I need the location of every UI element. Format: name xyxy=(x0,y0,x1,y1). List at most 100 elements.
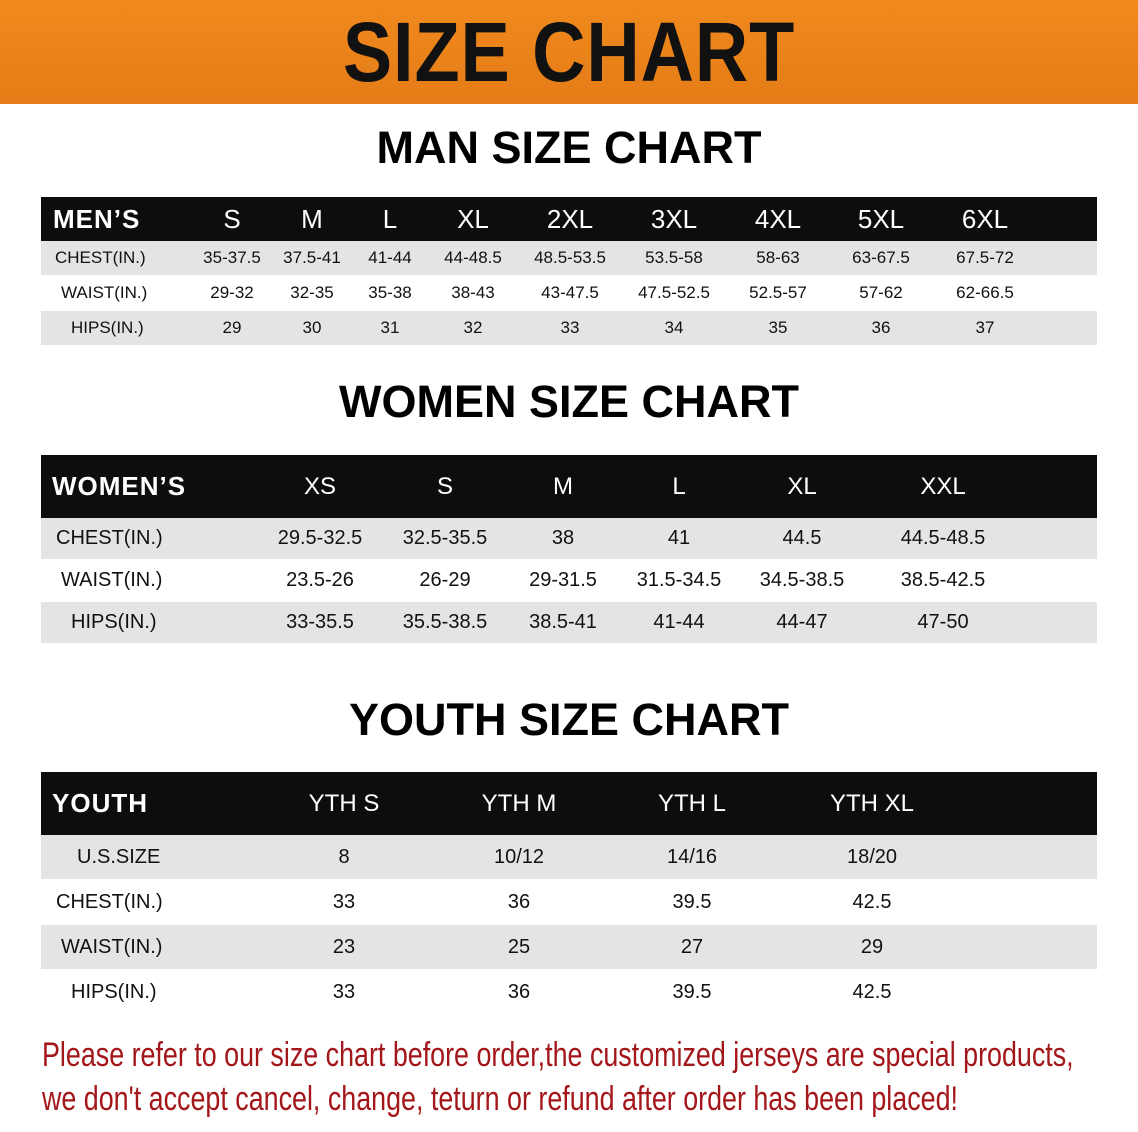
women-table-cell: 38.5-41 xyxy=(529,611,597,633)
women-table-cell: 34.5-38.5 xyxy=(759,569,845,591)
women-table-cell: 41-44 xyxy=(653,611,705,633)
youth-table-cell: 42.5 xyxy=(852,980,892,1003)
women-table-row: WAIST(IN.) 23.5-26 26-29 29-31.5 31.5-34.5 34… xyxy=(41,560,1097,601)
men-table-cell: 52.5-57 xyxy=(749,283,807,302)
men-table-cell: 58-63 xyxy=(756,248,800,267)
men-section-title: MAN SIZE CHART xyxy=(376,122,762,173)
women-size-header: L xyxy=(672,472,686,500)
men-size-header: 3XL xyxy=(650,203,698,234)
women-size-header: XL xyxy=(787,472,817,500)
youth-table-cell: 36 xyxy=(507,890,531,913)
women-table-cell: 41 xyxy=(667,527,691,549)
youth-size-header: YTH L xyxy=(657,789,727,817)
men-table-cell: 67.5-72 xyxy=(956,248,1014,267)
men-size-header: S xyxy=(223,203,241,234)
men-table-cell: 38-43 xyxy=(451,283,495,302)
youth-table-cell: 33 xyxy=(332,980,356,1003)
women-row-label: HIPS(IN.) xyxy=(71,611,157,633)
men-table-cell: 57-62 xyxy=(859,283,903,302)
youth-table-cell: 39.5 xyxy=(672,980,712,1003)
men-table-cell: 33 xyxy=(560,318,580,337)
men-table-cell: 63-67.5 xyxy=(852,248,910,267)
men-size-header: 6XL xyxy=(961,203,1009,234)
women-header-row: WOMEN’S XS S M L XL XXL xyxy=(41,455,1097,518)
women-table-cell: 23.5-26 xyxy=(286,569,354,591)
banner-title: SIZE CHART xyxy=(342,5,796,99)
men-size-header: M xyxy=(301,203,323,234)
women-table-row: HIPS(IN.) 33-35.5 35.5-38.5 38.5-41 41-44 44-… xyxy=(41,602,1097,643)
women-table-cell: 44.5-48.5 xyxy=(900,527,986,549)
women-table-cell: 44-47 xyxy=(776,611,828,633)
men-size-header: 2XL xyxy=(546,203,594,234)
men-table-cell: 35-38 xyxy=(368,283,412,302)
men-row-label: HIPS(IN.) xyxy=(71,318,144,337)
women-section-title: WOMEN SIZE CHART xyxy=(339,376,799,427)
notice-line-2: we don't accept cancel, change, teturn o… xyxy=(42,1080,958,1118)
men-table-row: WAIST(IN.) 29-32 32-35 35-38 38-43 43-47.5 47.… xyxy=(41,276,1097,310)
youth-header-label: YOUTH xyxy=(52,788,148,818)
women-table-cell: 26-29 xyxy=(419,569,471,591)
men-table-cell: 43-47.5 xyxy=(541,283,599,302)
youth-size-table: YOUTH YTH S YTH M YTH L YTH XL U.S.SIZE 8 10/12… xyxy=(41,772,1097,1016)
youth-table-row: HIPS(IN.) 33 36 39.5 42.5 xyxy=(41,970,1097,1014)
women-size-header: S xyxy=(436,472,454,500)
women-row-label: WAIST(IN.) xyxy=(61,569,163,591)
women-size-header: XS xyxy=(303,472,337,500)
men-size-header: 4XL xyxy=(754,203,802,234)
women-table-cell: 29.5-32.5 xyxy=(277,527,363,549)
men-table-cell: 35 xyxy=(768,318,788,337)
youth-table-cell: 8 xyxy=(338,845,350,868)
youth-table-cell: 33 xyxy=(332,890,356,913)
youth-table-row: CHEST(IN.) 33 36 39.5 42.5 xyxy=(41,880,1097,924)
youth-row-label: HIPS(IN.) xyxy=(71,980,157,1003)
youth-row-label: U.S.SIZE xyxy=(77,845,161,868)
men-size-header: XL xyxy=(457,203,489,234)
men-table-cell: 32-35 xyxy=(290,283,334,302)
youth-section-title: YOUTH SIZE CHART xyxy=(348,694,789,745)
title-banner: SIZE CHART xyxy=(0,0,1138,104)
youth-row-label: CHEST(IN.) xyxy=(56,890,163,913)
men-table-cell: 36 xyxy=(871,318,891,337)
youth-table-cell: 27 xyxy=(680,935,704,958)
women-table-cell: 44.5 xyxy=(782,527,822,549)
youth-table-cell: 29 xyxy=(860,935,884,958)
men-table-cell: 62-66.5 xyxy=(956,283,1014,302)
men-table-row: CHEST(IN.) 35-37.5 37.5-41 41-44 44-48.5 48.5… xyxy=(41,241,1097,275)
women-table-cell: 38.5-42.5 xyxy=(900,569,986,591)
men-table-cell: 29 xyxy=(222,318,242,337)
women-size-header: M xyxy=(553,472,573,500)
youth-table-cell: 18/20 xyxy=(846,845,898,868)
youth-table-cell: 10/12 xyxy=(493,845,545,868)
women-table-cell: 29-31.5 xyxy=(529,569,597,591)
men-size-header: 5XL xyxy=(857,203,905,234)
youth-table-cell: 36 xyxy=(507,980,531,1003)
women-table-cell: 33-35.5 xyxy=(286,611,354,633)
men-table-cell: 41-44 xyxy=(368,248,412,267)
women-table-cell: 38 xyxy=(551,527,575,549)
youth-table-cell: 23 xyxy=(332,935,356,958)
women-table-row: CHEST(IN.) 29.5-32.5 32.5-35.5 38 41 44.5 44.5… xyxy=(41,518,1097,559)
men-table-cell: 48.5-53.5 xyxy=(534,248,606,267)
youth-table-row: U.S.SIZE 8 10/12 14/16 18/20 xyxy=(41,835,1097,879)
youth-row-label: WAIST(IN.) xyxy=(61,935,163,958)
women-table-cell: 47-50 xyxy=(917,611,969,633)
youth-table-cell: 14/16 xyxy=(666,845,718,868)
men-row-label: CHEST(IN.) xyxy=(55,248,146,267)
women-size-header: XXL xyxy=(920,472,966,500)
youth-header-row: YOUTH YTH S YTH M YTH L YTH XL xyxy=(41,772,1097,835)
youth-size-header: YTH XL xyxy=(829,789,915,817)
youth-size-header: YTH M xyxy=(481,789,557,817)
men-size-table: MEN’S S M L XL 2XL 3XL 4XL 5XL 6XL CHEST(IN.) 35-37… xyxy=(41,197,1097,346)
men-header-row: MEN’S S M L XL 2XL 3XL 4XL 5XL 6XL xyxy=(41,197,1097,241)
youth-table-cell: 25 xyxy=(507,935,531,958)
youth-table-row: WAIST(IN.) 23 25 27 29 xyxy=(41,925,1097,969)
women-table-cell: 32.5-35.5 xyxy=(402,527,488,549)
men-table-cell: 31 xyxy=(380,318,400,337)
men-table-cell: 44-48.5 xyxy=(444,248,502,267)
men-table-row: HIPS(IN.) 29 30 31 32 33 34 35 36 37 xyxy=(41,311,1097,345)
women-table-cell: 35.5-38.5 xyxy=(402,611,488,633)
men-table-cell: 30 xyxy=(302,318,322,337)
men-table-cell: 47.5-52.5 xyxy=(638,283,710,302)
men-table-cell: 53.5-58 xyxy=(645,248,703,267)
notice-line-1: Please refer to our size chart before or… xyxy=(42,1036,1074,1074)
